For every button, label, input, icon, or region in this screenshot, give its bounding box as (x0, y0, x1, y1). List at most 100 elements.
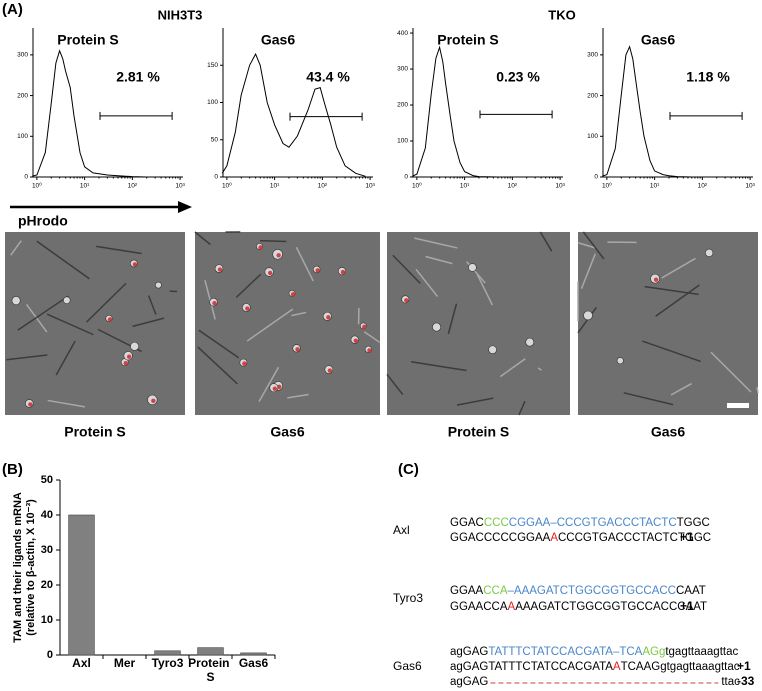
cell-edge (476, 273, 494, 306)
cell-edge (661, 257, 696, 279)
y-tick-label: 50 (211, 136, 219, 143)
cell-edge (499, 358, 526, 378)
y-axis-label: (relative to β-actin, X 10⁻³) (25, 499, 37, 636)
group-label: NIH3T3 (158, 7, 203, 22)
cell-edge (710, 351, 752, 393)
bar (240, 652, 267, 656)
y-tick-label: 100 (397, 138, 408, 145)
bar (197, 647, 224, 656)
red-signal (151, 398, 156, 404)
cell-edge (386, 373, 404, 396)
red-signal (242, 361, 247, 366)
y-tick-label: 150 (207, 62, 218, 69)
cell-edge (194, 231, 211, 246)
y-tick-label: 0 (404, 174, 408, 181)
x-tick-label: Mer (114, 656, 136, 670)
particle (616, 357, 624, 365)
y-tick-label: 0 (47, 649, 53, 661)
sequence-segment: CCA (483, 585, 508, 597)
red-signal (327, 368, 333, 373)
x-tick-label: 10⁰ (32, 182, 42, 190)
cell-edge (6, 354, 48, 361)
sequence-segment: CAAT (676, 585, 706, 597)
plot-title: Gas6 (261, 32, 295, 48)
gate-percent: 1.18 % (686, 69, 730, 85)
y-tick-label: 100 (207, 99, 218, 106)
sequence-segment: A (508, 601, 516, 613)
particle (525, 337, 535, 347)
y-tick-label: 10 (41, 614, 53, 626)
cell-edge (577, 307, 597, 334)
bar (154, 650, 181, 656)
sequence-segment: TATTTCTATCCACGATA–TCA (488, 646, 642, 658)
panel-label: (C) (398, 461, 419, 478)
red-signal (295, 347, 300, 352)
cell-edge (655, 284, 700, 317)
cell-edge (644, 285, 699, 296)
sequence-segment: agGAG (450, 646, 488, 658)
particle (583, 310, 593, 321)
x-tick-label: 10³ (365, 183, 375, 190)
red-signal (267, 270, 273, 276)
cell-edge (415, 268, 439, 298)
x-tick-label: 10³ (555, 183, 565, 190)
x-tick-label: 10⁰ (602, 182, 612, 190)
cell-edge (198, 329, 239, 359)
sequence-segment: A (613, 661, 621, 673)
y-tick-label: 400 (397, 30, 408, 37)
y-tick-label: 0 (24, 174, 28, 181)
sequence-segment: GGAA (450, 585, 484, 597)
y-tick-label: 200 (587, 92, 598, 99)
y-tick-label: 300 (397, 66, 408, 73)
cell-edge (96, 245, 142, 255)
particle (63, 296, 71, 305)
red-signal (107, 317, 113, 322)
cell-edge (17, 295, 69, 331)
x-tick-label: 10³ (175, 183, 185, 190)
x-tick-label: Axl (72, 656, 91, 670)
cell-edge (10, 240, 22, 256)
image-caption: Protein S (64, 424, 125, 440)
y-tick-label: 300 (587, 52, 598, 59)
cell-edge (577, 242, 597, 249)
sequence-segment: –AAAGATCTGGCGGTGCCACC (508, 585, 676, 597)
cell-edge (580, 253, 597, 289)
gene-name: Tyro3 (393, 591, 423, 605)
scale-bar (727, 403, 749, 408)
sequence-segment: GGACCCCCGGAA (450, 532, 551, 544)
micrograph (195, 232, 380, 415)
red-signal (217, 267, 223, 272)
y-tick-label: 50 (41, 474, 53, 486)
axis (412, 28, 563, 178)
cell-edge (456, 397, 494, 406)
cell-edge (197, 346, 239, 385)
plot-title: Gas6 (641, 32, 675, 48)
sequence-segment: ttac (721, 676, 740, 688)
red-signal (326, 315, 331, 320)
particle (155, 281, 162, 289)
red-signal (353, 338, 358, 343)
micrograph (578, 232, 758, 415)
image-caption: Protein S (448, 424, 509, 440)
sequence-segment: CCCGTGACCCTACTCTGGC (558, 532, 711, 544)
x-tick-label: 10² (128, 183, 138, 190)
sequence-segment: GGAC (450, 517, 484, 529)
arrow-head (178, 201, 192, 213)
x-tick-label: 10¹ (460, 183, 470, 190)
particle (11, 296, 21, 306)
cell-edge (235, 273, 262, 298)
particle (705, 248, 714, 257)
x-tick-label: 10² (508, 183, 518, 190)
sequence-segment: TCAAGgtgagttaaagttac (621, 661, 740, 673)
red-signal (290, 292, 296, 297)
red-signal (367, 348, 372, 353)
cell-edge (756, 387, 759, 393)
plot-title: Protein S (437, 32, 498, 48)
red-signal (276, 253, 281, 258)
sequence-segment: A (550, 532, 558, 544)
y-tick-label: 20 (41, 579, 53, 591)
cell-edge (623, 392, 674, 406)
cell-edge (259, 239, 287, 243)
y-tick-label: 0 (594, 174, 598, 181)
